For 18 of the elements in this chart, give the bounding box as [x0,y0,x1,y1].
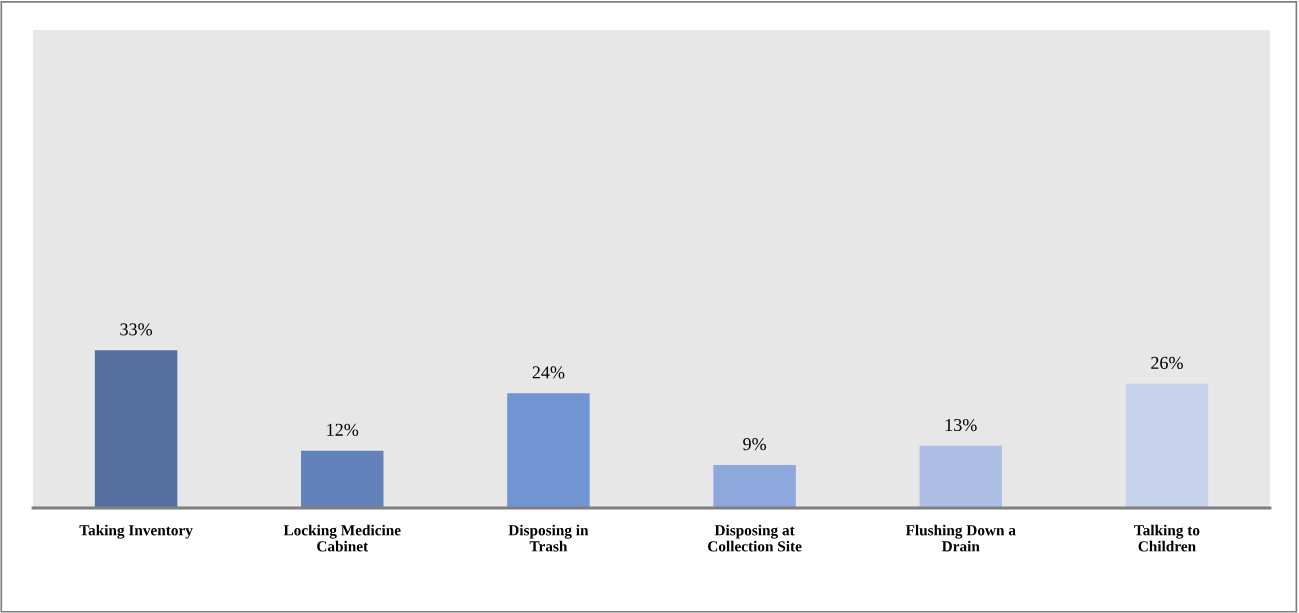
bar [301,450,384,508]
x-tick-label: Flushing Down a Drain [905,524,1016,552]
x-tick-label: Talking to Children [1134,524,1200,552]
data-label: 9% [743,438,767,451]
data-label: 13% [945,418,977,432]
bar [507,393,590,508]
x-tick-label: Locking Medicine Cabinet [283,524,401,552]
bar [919,445,1003,508]
x-tick-label: Taking Inventory [79,524,193,539]
data-label: 12% [327,423,359,436]
bar [713,464,796,508]
bar [94,350,178,508]
data-label: 26% [1151,356,1183,370]
data-label: 33% [120,323,153,336]
x-tick-label: Disposing in Trash [508,524,589,552]
bar [1125,383,1209,508]
data-label: 24% [532,366,565,379]
x-tick-label: Disposing at Collection Site [708,524,802,552]
